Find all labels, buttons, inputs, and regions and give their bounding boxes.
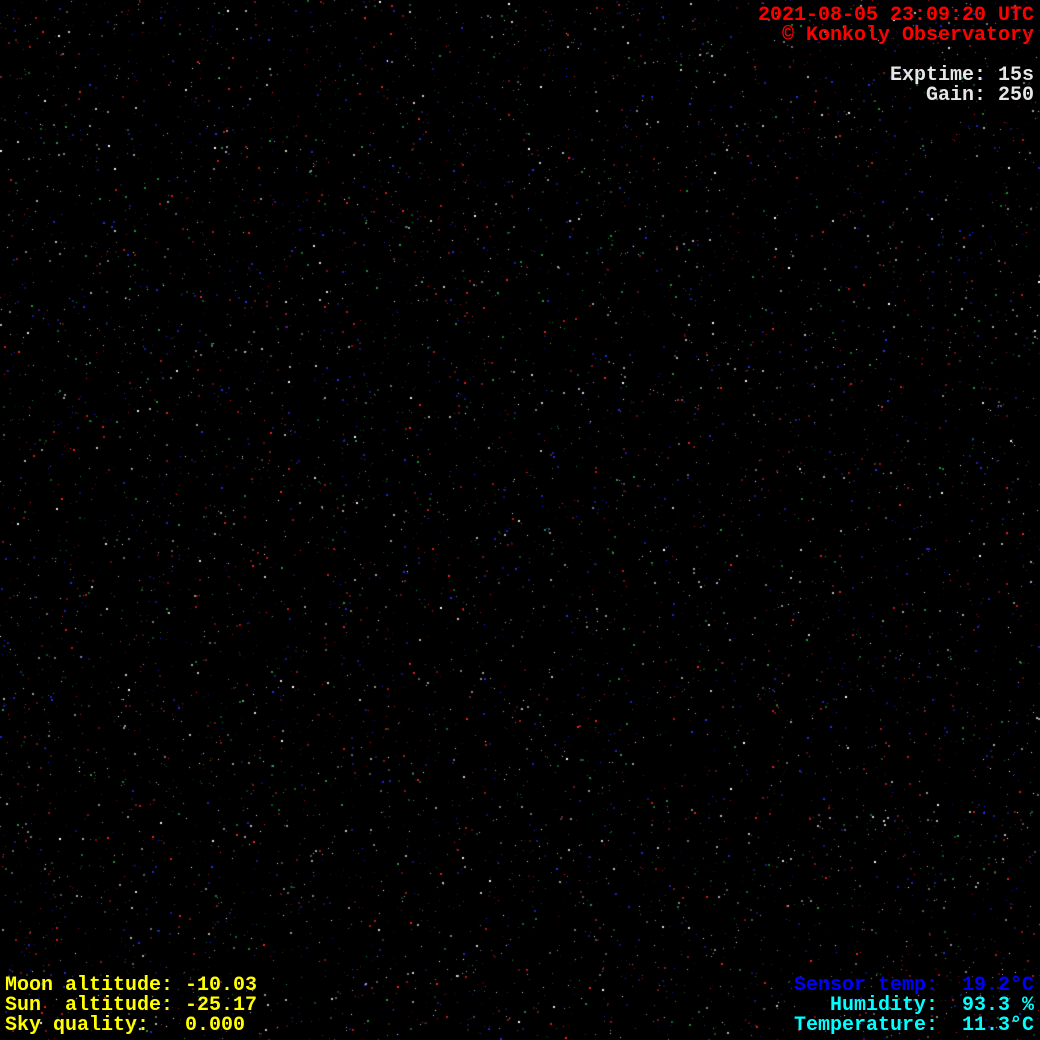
moon-altitude: Moon altitude: -10.03 <box>5 974 258 997</box>
exposure-time: Exptime: 15s <box>889 64 1034 87</box>
sky-quality: Sky quality: 0.000 <box>5 1014 246 1037</box>
humidity: Humidity: 93.3 % <box>829 994 1034 1017</box>
sensor-temp: Sensor temp: 19.2°C <box>793 974 1034 997</box>
temperature: Temperature: 11.3°C <box>793 1014 1034 1037</box>
sun-altitude: Sun altitude: -25.17 <box>5 994 258 1017</box>
timestamp: 2021-08-05 23:09:20 UTC <box>757 4 1034 27</box>
copyright: © Konkoly Observatory <box>781 24 1034 47</box>
gain: Gain: 250 <box>925 84 1034 107</box>
